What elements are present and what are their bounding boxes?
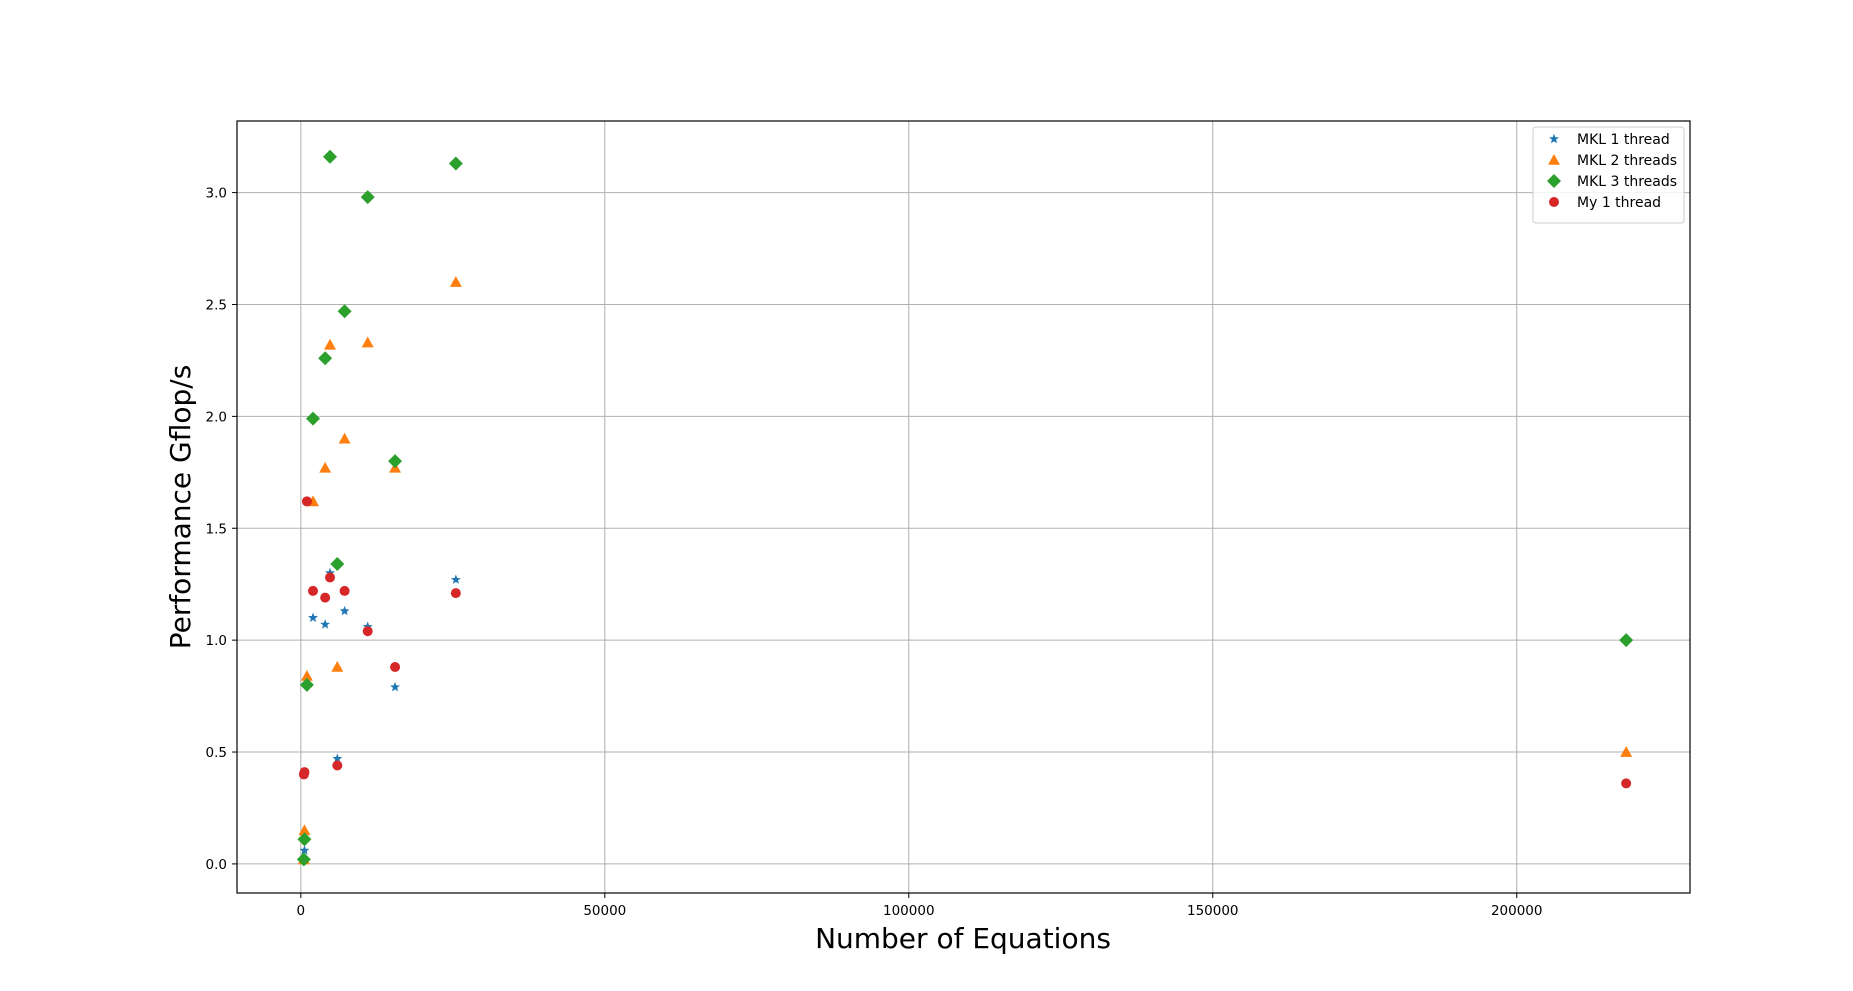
- circle-point: [320, 592, 331, 603]
- circle-point: [450, 588, 461, 599]
- legend-box: [1532, 126, 1685, 224]
- circle-point: [301, 496, 312, 507]
- y-tick-label: 0.5: [206, 745, 227, 761]
- triangle-point: [319, 461, 332, 473]
- y-tick-label: 2.5: [206, 297, 227, 313]
- circle-point: [299, 767, 310, 778]
- legend-triangle-icon: [1548, 154, 1560, 165]
- y-axis-label: Performance Gflop/s: [164, 365, 197, 650]
- triangle-point: [1620, 746, 1633, 757]
- y-tick-label: 1.0: [206, 633, 227, 649]
- y-tick-label: 1.5: [206, 521, 227, 537]
- diamond-point: [1619, 633, 1634, 648]
- triangle-point: [338, 432, 351, 444]
- legend-label: MKL 3 threads: [1577, 174, 1677, 190]
- circle-point: [1621, 778, 1632, 789]
- triangle-point: [324, 338, 337, 350]
- circle-point: [325, 572, 336, 583]
- plot-frame: [236, 120, 1691, 894]
- triangle-point: [298, 824, 311, 836]
- diamond-point: [296, 852, 311, 867]
- data-points: [296, 149, 1634, 867]
- triangle-point: [361, 336, 374, 348]
- diamond-point: [323, 149, 338, 164]
- legend-label: MKL 2 threads: [1577, 153, 1677, 169]
- legend: MKL 1 thread MKL 2 threads MKL 3 threads My…: [1532, 126, 1685, 224]
- diamond-point: [337, 304, 352, 319]
- x-tick-label: 100000: [883, 903, 935, 919]
- circle-point: [339, 585, 350, 596]
- y-tick-label: 3.0: [206, 186, 227, 202]
- series-mkl-2-threads: [297, 276, 1633, 865]
- diamond-point: [330, 557, 345, 572]
- x-tick-label: 50000: [583, 903, 626, 919]
- y-tick-label: 0.0: [206, 857, 227, 873]
- star-point: [339, 605, 350, 616]
- x-tick-label: 150000: [1187, 903, 1239, 919]
- circle-point: [362, 626, 373, 637]
- circle-point: [332, 760, 343, 771]
- star-point: [320, 619, 331, 629]
- grid: [237, 121, 1690, 893]
- diamond-point: [388, 454, 403, 469]
- triangle-point: [331, 660, 344, 672]
- star-point: [299, 845, 310, 855]
- diamond-point: [297, 832, 312, 847]
- star-point: [390, 681, 401, 692]
- star-point: [308, 612, 318, 622]
- triangle-point: [300, 669, 313, 681]
- x-tick-label: 200000: [1491, 903, 1543, 919]
- legend-circle-icon: [1549, 197, 1559, 207]
- legend-label: MKL 1 thread: [1577, 132, 1670, 148]
- series-mkl-3-threads: [296, 149, 1634, 867]
- diamond-point: [299, 677, 314, 692]
- star-point: [332, 753, 343, 763]
- circle-point: [307, 585, 318, 596]
- star-point: [450, 574, 461, 584]
- triangle-point: [449, 276, 462, 287]
- series-my-1-thread: [298, 496, 1632, 789]
- x-tick-label: 0: [297, 903, 306, 919]
- y-tick-label: 2.0: [206, 409, 227, 425]
- legend-star-icon: [1549, 133, 1559, 144]
- x-axis-label: Number of Equations: [815, 922, 1111, 955]
- diamond-point: [448, 156, 463, 171]
- diamond-point: [360, 190, 375, 205]
- diamond-point: [318, 351, 333, 366]
- legend-label: My 1 thread: [1577, 195, 1661, 211]
- diamond-point: [305, 411, 320, 426]
- axis-ticks: 0 50000 100000 150000 200000 0.0 0.5 1.0 1.5 2.0 2…: [206, 186, 1543, 919]
- circle-point: [390, 661, 401, 672]
- legend-diamond-icon: [1547, 174, 1561, 188]
